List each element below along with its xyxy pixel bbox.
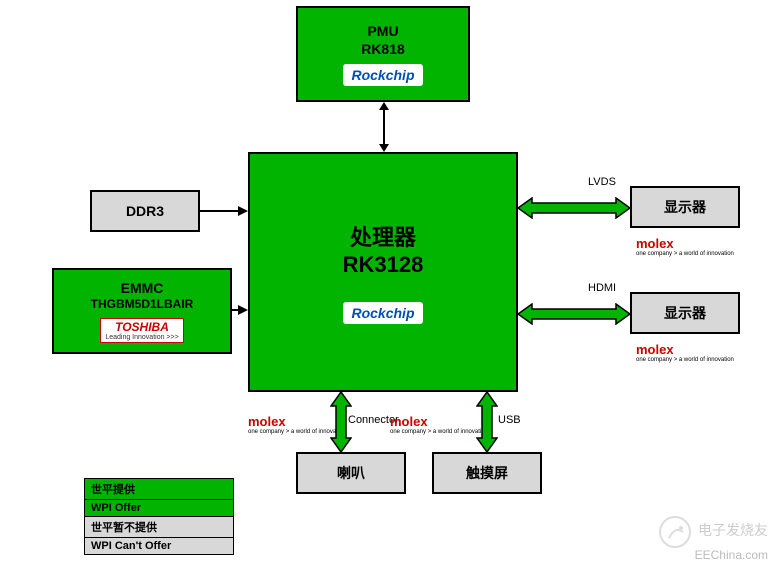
toshiba-logo: TOSHIBA Leading Innovation >>>: [100, 318, 183, 343]
speaker-block: 喇叭: [296, 452, 406, 494]
molex-text: molex: [636, 342, 674, 357]
toshiba-sub: Leading Innovation >>>: [105, 334, 178, 341]
watermark-cn: 电子发烧友: [698, 522, 768, 538]
arrow-pmu-processor: [374, 102, 394, 152]
legend-offer-cn: 世平提供: [85, 479, 233, 500]
pmu-subtitle: RK818: [361, 40, 405, 58]
arrow-touch: [476, 392, 498, 452]
touch-block: 触摸屏: [432, 452, 542, 494]
molex-sub: one company > a world of innovation: [390, 429, 488, 435]
watermark-en: EEChina.com: [695, 548, 768, 562]
arrow-speaker: [330, 392, 352, 452]
legend-offer-en: WPI Offer: [85, 500, 233, 517]
emmc-part: THGBM5D1LBAIR: [91, 297, 194, 313]
touch-label: 触摸屏: [466, 464, 508, 482]
display1-label: 显示器: [664, 198, 706, 216]
molex-text: molex: [636, 236, 674, 251]
watermark-icon: [659, 516, 691, 548]
arrow-lvds: [518, 197, 630, 219]
legend: 世平提供 WPI Offer 世平暂不提供 WPI Can't Offer: [84, 478, 234, 555]
watermark: 电子发烧友 EEChina.com: [659, 516, 768, 562]
molex-sub: one company > a world of innovation: [636, 251, 734, 257]
molex-text: molex: [248, 414, 286, 429]
molex-logo: molex one company > a world of innovatio…: [636, 236, 734, 257]
processor-title: 处理器: [350, 220, 416, 252]
toshiba-text: TOSHIBA: [115, 320, 169, 334]
pmu-title: PMU: [367, 22, 398, 40]
usb-label: USB: [498, 414, 521, 426]
display2-block: 显示器: [630, 292, 740, 334]
legend-cant-en: WPI Can't Offer: [85, 538, 233, 554]
ddr3-block: DDR3: [90, 190, 200, 232]
display2-label: 显示器: [664, 304, 706, 322]
molex-text: molex: [390, 414, 428, 429]
rockchip-logo: Rockchip: [343, 64, 422, 86]
ddr3-label: DDR3: [126, 202, 164, 220]
molex-sub: one company > a world of innovation: [636, 357, 734, 363]
arrow-hdmi: [518, 303, 630, 325]
processor-block: 处理器 RK3128 Rockchip: [248, 152, 518, 392]
molex-logo: molex one company > a world of innovatio…: [636, 342, 734, 363]
rockchip-logo: Rockchip: [343, 302, 422, 324]
hdmi-label: HDMI: [588, 282, 616, 294]
processor-subtitle: RK3128: [343, 252, 424, 278]
legend-cant-cn: 世平暂不提供: [85, 517, 233, 538]
arrow-ddr3: [200, 204, 248, 218]
emmc-title: EMMC: [121, 279, 164, 297]
speaker-label: 喇叭: [337, 464, 365, 482]
emmc-block: EMMC THGBM5D1LBAIR TOSHIBA Leading Innov…: [52, 268, 232, 354]
lvds-label: LVDS: [588, 176, 616, 188]
pmu-block: PMU RK818 Rockchip: [296, 6, 470, 102]
display1-block: 显示器: [630, 186, 740, 228]
arrow-emmc: [232, 303, 248, 317]
molex-logo: molex one company > a world of innovatio…: [390, 414, 488, 435]
